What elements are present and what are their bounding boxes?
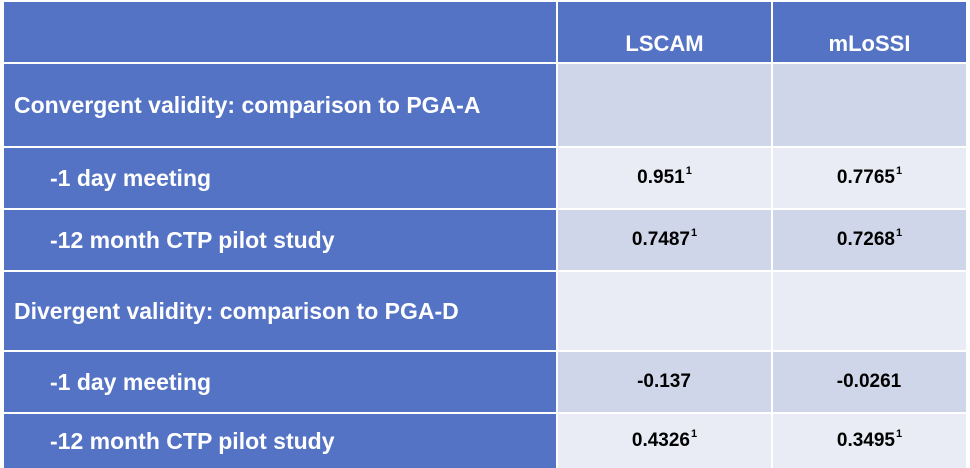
cell-12month-divergent-mlossi: 0.3495 1 [773, 414, 966, 468]
column-header-lscam: LSCAM [558, 2, 771, 62]
cell-divergent-mlossi [773, 272, 966, 350]
cell-1day-convergent-mlossi: 0.7765 1 [773, 148, 966, 208]
cell-12month-convergent-mlossi: 0.7268 1 [773, 210, 966, 270]
row-label-12month-convergent: -12 month CTP pilot study [4, 210, 556, 270]
cell-convergent-mlossi [773, 64, 966, 146]
cell-convergent-lscam [558, 64, 771, 146]
cell-1day-convergent-lscam: 0.951 1 [558, 148, 771, 208]
cell-12month-convergent-lscam: 0.7487 1 [558, 210, 771, 270]
row-label-convergent: Convergent validity: comparison to PGA-A [4, 64, 556, 146]
cell-1day-divergent-mlossi: -0.0261 [773, 352, 966, 412]
row-label-1day-divergent: -1 day meeting [4, 352, 556, 412]
cell-1day-divergent-lscam: -0.137 [558, 352, 771, 412]
row-label-divergent: Divergent validity: comparison to PGA-D [4, 272, 556, 350]
row-label-12month-divergent: -12 month CTP pilot study [4, 414, 556, 468]
cell-divergent-lscam [558, 272, 771, 350]
header-empty-cell [4, 2, 556, 62]
validity-table: LSCAM mLoSSI Convergent validity: compar… [4, 2, 966, 468]
cell-12month-divergent-lscam: 0.4326 1 [558, 414, 771, 468]
column-header-mlossi: mLoSSI [773, 2, 966, 62]
row-label-1day-convergent: -1 day meeting [4, 148, 556, 208]
